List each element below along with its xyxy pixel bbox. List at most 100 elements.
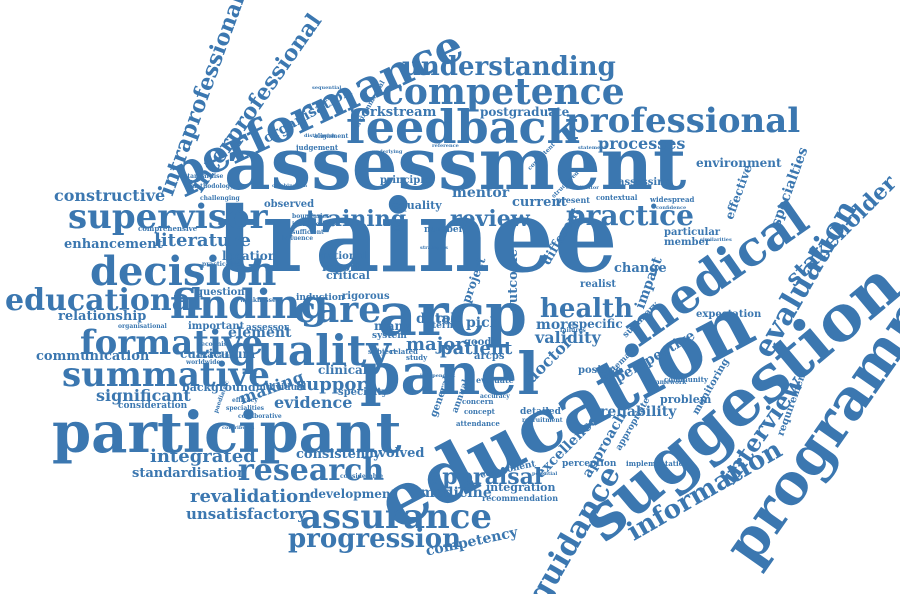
word-enhancement: enhancement [64,237,163,252]
word-question: question [196,287,245,298]
word-competence: competence [382,71,625,113]
word-constructive: constructive [54,186,166,205]
word-panel: panel [360,340,540,408]
word-individual: individual [256,383,307,393]
word-observed: observed [264,199,315,210]
word-independent: independent [420,373,456,379]
word-judgement: judgement [296,143,339,152]
word-clinical: clinical [318,363,368,377]
word-contextual: contextual [596,193,638,202]
word-widespread: widespread [650,195,695,204]
word-appraisal: appraisal [428,464,543,490]
word-specialty: specialty [338,387,388,398]
word-coordinator: coordinator [566,185,599,191]
word-element: element [228,325,292,341]
word-particular: particular [664,227,721,238]
word-postgraduate: postgraduate [480,105,570,119]
word-report: report [322,261,361,274]
word-positive: positive [578,365,622,376]
word-strategies: strategies [420,245,448,251]
word-understanding: understanding [402,52,616,82]
word-boundaries: boundaries [292,213,330,220]
word-formative: formative [80,323,264,363]
word-relationship: relationship [58,309,147,324]
word-curriculum: curriculum [180,347,256,361]
word-mentor: mentor [452,185,510,201]
word-contributes: contributes [222,425,255,431]
word-support: support [296,374,375,395]
word-role: role [436,311,463,325]
word-practicable: practicable [202,261,240,268]
word-educational: educational [5,283,203,318]
word-specialities: specialities [226,405,265,412]
word-member: member [664,237,711,248]
word-concern: concern [462,397,494,406]
word-practice: practice [566,199,694,232]
word-reliability: reliability [600,404,677,420]
word-evidence: evidence [274,393,353,412]
word-finding: finding [170,281,329,328]
word-more: more [536,317,577,333]
word-research: research [238,453,385,488]
word-arcps: arcps [474,351,505,362]
word-development: development [310,487,397,501]
word-critical: critical [326,269,370,282]
word-literature: literature [154,230,251,251]
word-related: related [390,347,418,356]
word-assessing: assessing [618,177,672,188]
word-principle: principle [380,175,431,186]
word-assessment: assessment [224,121,687,206]
word-progression: progression [288,524,462,554]
word-accuracy: accuracy [480,393,510,400]
word-workstream: workstream [350,105,437,120]
word-community: community [664,375,708,384]
word-training: training [306,206,407,232]
word-organisational: organisational [118,323,167,330]
word-integration: integration [486,481,556,494]
word-worldwide: worldwide [186,359,221,366]
word-problem: problem [660,393,712,406]
word-pich: pich [466,315,500,331]
word-quality: quality [228,326,391,375]
word-perception: perception [562,459,617,469]
word-subject: subject [368,347,397,356]
word-framework: framework [650,379,687,386]
word-summative: summative [62,355,270,395]
word-national: national [320,251,367,262]
word-underlying: underlying [372,149,403,155]
word-effective: effective [722,162,755,222]
word-consideration: consideration [118,401,188,411]
word-methodology: methodology [190,183,234,190]
word-concept: concept [464,407,495,416]
word-unsatisfactory: unsatisfactory [186,505,306,523]
word-important: important [188,321,245,332]
word-participant: participant [52,400,402,466]
word-system: system [372,331,407,341]
word-present: present [556,195,591,205]
word-challenging: challenging [200,195,240,202]
word-communication: communication [36,349,150,364]
word-review: review [450,206,530,232]
word-supervisor: supervisor [68,197,268,237]
word-similarities: similarities [700,237,732,243]
word-collaborative: collaborative [238,413,282,420]
word-reference: reference [432,143,459,149]
word-efficacy: efficacy [232,397,258,404]
word-medicine: medicine [420,485,492,501]
word-change: change [614,261,667,276]
word-failures: failures [560,327,586,334]
word-decision: decision [90,248,277,295]
word-standardisation: standardisation [132,466,247,481]
word-influence: influence [282,235,314,242]
word-patient: patient [440,338,513,359]
word-observation: observation [196,353,236,360]
word-implementation: implementation [626,459,689,468]
word-realist: realist [580,279,616,290]
word-location: location [222,249,277,263]
word-attendance: attendance [456,419,500,428]
word-feedback: feedback [346,100,579,154]
word-potential: potential [532,471,558,477]
word-statement: statement [578,145,607,151]
word-recommendation: recommendation [482,493,559,503]
word-study: study [406,353,428,362]
